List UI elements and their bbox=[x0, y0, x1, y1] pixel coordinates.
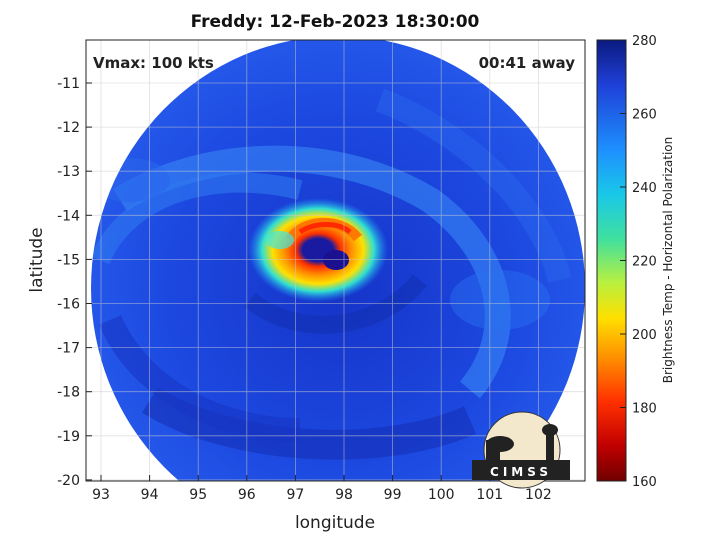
y-axis-label: latitude bbox=[27, 227, 47, 292]
x-tick-label: 99 bbox=[384, 487, 402, 503]
vmax-label: Vmax: 100 kts bbox=[93, 54, 214, 72]
y-tick-label: -14 bbox=[57, 208, 80, 224]
x-tick-label: 98 bbox=[335, 487, 353, 503]
grid-lines bbox=[86, 40, 585, 481]
colorbar-tick-label: 160 bbox=[632, 475, 657, 490]
colorbar-tick-label: 200 bbox=[632, 328, 657, 343]
x-tick-label: 96 bbox=[238, 487, 256, 503]
x-tick-label: 97 bbox=[286, 487, 304, 503]
x-tick-label: 95 bbox=[189, 487, 207, 503]
y-tick-label: -17 bbox=[57, 341, 80, 357]
time-away-label: 00:41 away bbox=[479, 54, 576, 72]
colorbar-ticks: 280 260 240 220 200 180 160 bbox=[620, 34, 657, 490]
y-tick-label: -13 bbox=[57, 164, 80, 180]
y-tick-label: -12 bbox=[57, 120, 80, 136]
colorbar-tick-label: 260 bbox=[632, 108, 657, 123]
x-tick-label: 100 bbox=[428, 487, 455, 503]
cimss-logo: CIMSS bbox=[472, 411, 570, 489]
y-tick-label: -16 bbox=[57, 297, 80, 313]
colorbar-tick-label: 240 bbox=[632, 181, 657, 196]
x-tick-label: 93 bbox=[92, 487, 110, 503]
x-axis-label: longitude bbox=[295, 513, 375, 533]
y-tick-label: -15 bbox=[57, 252, 80, 268]
colorbar-label: Brightness Temp - Horizontal Polarizatio… bbox=[661, 137, 675, 384]
y-tick-label: -19 bbox=[57, 429, 80, 445]
cimss-logo-text: CIMSS bbox=[490, 465, 552, 479]
satellite-imagery bbox=[91, 40, 585, 481]
x-tick-label: 101 bbox=[476, 487, 503, 503]
colorbar-tick-label: 220 bbox=[632, 255, 657, 270]
colorbar-tick-label: 280 bbox=[632, 34, 657, 49]
x-tick-label: 94 bbox=[141, 487, 159, 503]
y-tick-label: -11 bbox=[57, 76, 80, 92]
x-tick-label: 102 bbox=[525, 487, 552, 503]
y-ticks: -11 -12 -13 -14 -15 -16 -17 -18 -19 -20 bbox=[57, 76, 92, 489]
chart-title: Freddy: 12-Feb-2023 18:30:00 bbox=[190, 12, 480, 32]
colorbar-tick-label: 180 bbox=[632, 402, 657, 417]
x-ticks: 93 94 95 96 97 98 99 100 101 102 bbox=[92, 475, 552, 503]
y-tick-label: -18 bbox=[57, 385, 80, 401]
y-tick-label: -20 bbox=[57, 473, 80, 489]
axes-frame bbox=[85, 39, 586, 482]
